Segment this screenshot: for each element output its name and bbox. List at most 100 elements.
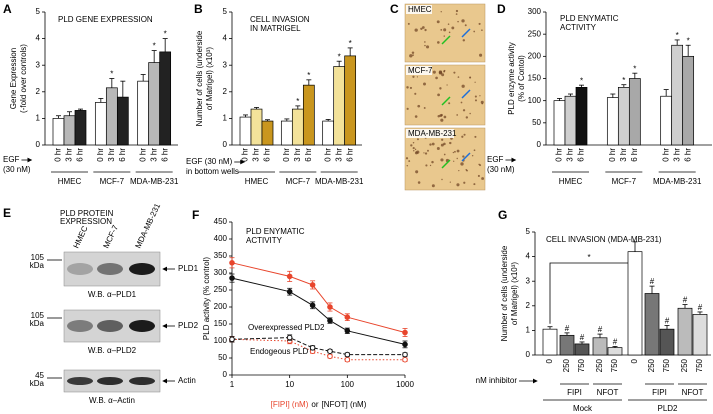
x-tick-label: 6 hr [630,148,639,162]
significance: * [338,52,341,61]
lane-label: MDA-MB-231 [134,202,163,250]
x-tick-label: 6 hr [160,148,169,162]
cell [473,149,476,152]
annotation: Overexpressed PLD2 [248,323,325,332]
significance: * [633,64,636,73]
cell [415,170,419,174]
bar [592,337,608,356]
cell [441,178,443,181]
blot-caption: W.B. α–Actin [89,396,135,405]
cell [440,11,442,13]
significance: # [613,337,618,346]
y-axis-label: (-fold over controls) [19,44,28,113]
bar [659,328,675,356]
group-label: MCF-7 [612,177,637,186]
point [402,341,408,348]
cell [456,149,460,153]
band [129,263,155,275]
significance: * [153,42,156,51]
chart-title: PLD PROTEIN [60,209,114,218]
y-tick-label: 1 [223,114,228,123]
cell [461,19,465,23]
cell [465,116,469,119]
y-axis-label: Number of cells (underside [500,245,509,341]
bar [291,108,304,146]
y-tick-label: 200 [528,51,542,60]
x-axis-label-part: [NFOT] (nM) [322,400,367,409]
pointer [441,96,451,106]
x-tick-label: 3 hr [334,148,343,162]
y-axis-label: (% of Contol) [517,55,526,102]
cell [409,54,413,58]
target-label: PLD1 [178,264,199,273]
panel-letter: B [194,2,203,16]
significance: * [110,70,113,79]
x-tick-label: 250 [680,358,689,372]
x-tick-label: 6 hr [76,148,85,162]
bar [559,334,575,356]
y-tick-label: 400 [214,234,228,243]
cell [462,155,465,158]
cell [412,142,415,144]
significance: * [349,39,352,48]
group-label: MCF-7 [100,177,125,186]
x-axis-label-part: or [311,400,318,409]
cell [427,149,429,152]
significance: * [164,30,167,39]
bar [692,314,708,356]
point [309,302,316,309]
significance: * [676,31,679,40]
point [327,353,333,360]
cell [420,27,423,31]
cell [474,99,478,102]
x-tick-label: 0 hr [96,148,105,162]
bar [671,44,684,146]
x-tick-label: 3 hr [672,148,681,162]
chart-title: EXPRESSION [60,217,112,226]
y-tick-label: 100 [528,96,542,105]
x-tick-label: 0 hr [282,148,291,162]
cell [426,45,430,49]
cell [452,151,455,154]
significance: * [580,76,583,85]
point [327,348,333,355]
cell [407,22,410,25]
cell [436,20,440,24]
y-tick-label: 300 [214,268,228,277]
x-tick-label: 0 [545,358,554,363]
cell [453,160,455,162]
panel-letter: E [3,206,11,220]
significance: # [580,333,585,342]
cell [448,31,451,34]
point [402,356,408,363]
cell [439,87,442,90]
cell [469,76,472,79]
bar [344,55,357,146]
cell [443,70,446,73]
y-tick-label: 4 [223,34,228,43]
bar [644,293,660,356]
cell [460,162,464,166]
x-tick-label: 3 hr [149,148,158,162]
y-tick-label: 2 [526,301,531,310]
cell [424,41,426,43]
x-tick-label: 0 hr [323,148,332,162]
cell [463,181,466,184]
cell [424,28,427,32]
cell [416,150,420,154]
pointer [461,89,471,99]
cell [443,35,445,37]
bar [63,115,76,146]
bar [606,97,619,146]
group-label: HMEC [58,177,82,186]
bar [333,66,346,146]
group-label: MDA-MB-231 [315,177,364,186]
lane-label: MCF-7 [102,223,121,249]
bar [682,55,695,146]
cell [478,163,480,166]
y-tick-label: 5 [223,7,228,16]
bar [94,102,107,146]
cell [412,75,415,78]
inhibitor-label: NFOT [682,388,704,397]
cell [453,71,456,74]
